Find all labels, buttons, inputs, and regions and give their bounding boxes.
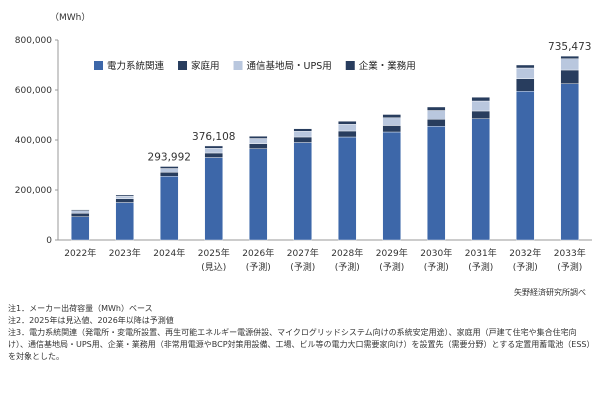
legend-label-1: 電力系統関連 [107,60,165,72]
x-tick-sublabel: (予測) [557,261,582,273]
footnote-3: 注3．電力系統関連（発電所・変電所設置、再生可能エネルギー電源併設、マイクログリ… [8,328,591,361]
bar-segment-4 [560,55,579,59]
bar-segment-4 [427,106,446,111]
total-data-label: 735,473 [548,41,591,53]
legend-label-4: 企業・業務用 [359,60,416,72]
bar-segment-1 [516,91,535,241]
x-tick-sublabel: (予測) [424,261,449,273]
bar-segment-2 [427,119,446,127]
bar-segment-1 [427,126,446,241]
total-data-label: 376,108 [192,131,235,143]
source-note: 矢野経済研究所調べ [514,288,586,297]
legend-label-2: 家庭用 [191,60,220,72]
x-tick-sublabel: (予測) [513,261,538,273]
bar-segment-4 [71,209,90,211]
stacked-bar-chart: （MWh） 0 200,000 400,000 600,000 800,000 2022年 2… [15,12,592,273]
x-tick-label: 2033年 [554,247,586,259]
legend-swatch-4 [345,61,355,70]
bar-segment-3 [293,131,312,138]
bar-segment-1 [560,83,579,241]
footnote-2: 注2．2025年は見込値、2026年以降は予測値 [8,316,174,325]
bar-segment-3 [471,100,490,112]
bar-segment-2 [71,213,90,217]
x-tick-sublabel: (予測) [468,261,493,273]
legend-swatch-1 [94,61,103,70]
bar-segment-3 [160,168,179,173]
bar-segment-3 [71,210,90,214]
bar-segment-4 [204,145,223,149]
bar-segment-1 [115,202,134,241]
bar-segment-2 [249,143,268,149]
bar-segment-1 [382,131,401,241]
y-tick-label: 800,000 [15,36,52,46]
bar-segment-2 [382,125,401,133]
bar-segment-2 [115,198,134,203]
bar-segment-4 [160,166,179,169]
x-tick-label: 2024年 [153,247,185,259]
x-tick-label: 2026年 [242,247,274,259]
bar-segment-2 [293,136,312,143]
bar-segment-4 [516,64,535,69]
x-tick-sublabel: (予測) [246,261,271,273]
x-tick-label: 2022年 [64,247,96,259]
y-unit-label: （MWh） [50,12,90,23]
bar-segment-2 [338,130,357,138]
bar-segment-3 [427,110,446,120]
bar-segment-1 [204,157,223,241]
bar-segment-3 [338,124,357,132]
bar-segment-4 [293,128,312,132]
bar-segment-2 [160,172,179,177]
bar-segment-1 [160,176,179,241]
bar-segment-4 [115,194,134,197]
bar-segment-1 [71,216,90,241]
bar-segment-2 [516,78,535,92]
footnote-1: 注1．メーカー出荷容量（MWh）ベース [8,304,153,313]
x-tick-label: 2023年 [109,247,141,259]
y-tick-label: 600,000 [15,86,52,96]
x-tick-label: 2032年 [509,247,541,259]
bar-segment-3 [382,117,401,126]
bar-segment-3 [115,196,134,199]
x-tick-sublabel: (予測) [379,261,404,273]
footnotes: 注1．メーカー出荷容量（MWh）ベース 注2．2025年は見込値、2026年以降… [8,303,593,363]
bar-segment-2 [560,69,579,84]
x-tick-label: 2027年 [287,247,319,259]
bar-segment-4 [338,121,357,125]
legend-label-3: 通信基地局・UPS用 [247,60,332,72]
bar-segment-2 [204,152,223,158]
x-tick-label: 2029年 [376,247,408,259]
bar-segment-1 [338,136,357,241]
x-tick-label: 2025年 [198,247,230,259]
bar-segment-1 [293,142,312,241]
x-tick-sublabel: (見込) [201,262,226,273]
bar-segment-3 [516,67,535,79]
x-tick-label: 2031年 [465,247,497,259]
legend-swatch-2 [178,61,188,70]
bar-segment-4 [382,114,401,118]
y-tick-label: 400,000 [15,136,52,146]
x-tick-sublabel: (予測) [335,261,360,273]
bar-segment-4 [249,136,268,139]
x-tick-label: 2030年 [420,247,452,259]
bar-segment-4 [471,97,490,102]
legend-swatch-3 [233,61,243,70]
bar-segment-3 [204,148,223,154]
bar-segment-1 [249,148,268,241]
bar-segment-3 [560,58,579,71]
x-tick-sublabel: (予測) [290,261,315,273]
x-tick-label: 2028年 [331,247,363,259]
total-data-label: 293,992 [148,152,191,164]
bar-segment-2 [471,110,490,119]
bar-segment-3 [249,138,268,144]
bar-segment-1 [471,118,490,241]
y-tick-label: 0 [46,236,52,246]
y-tick-label: 200,000 [15,186,52,196]
